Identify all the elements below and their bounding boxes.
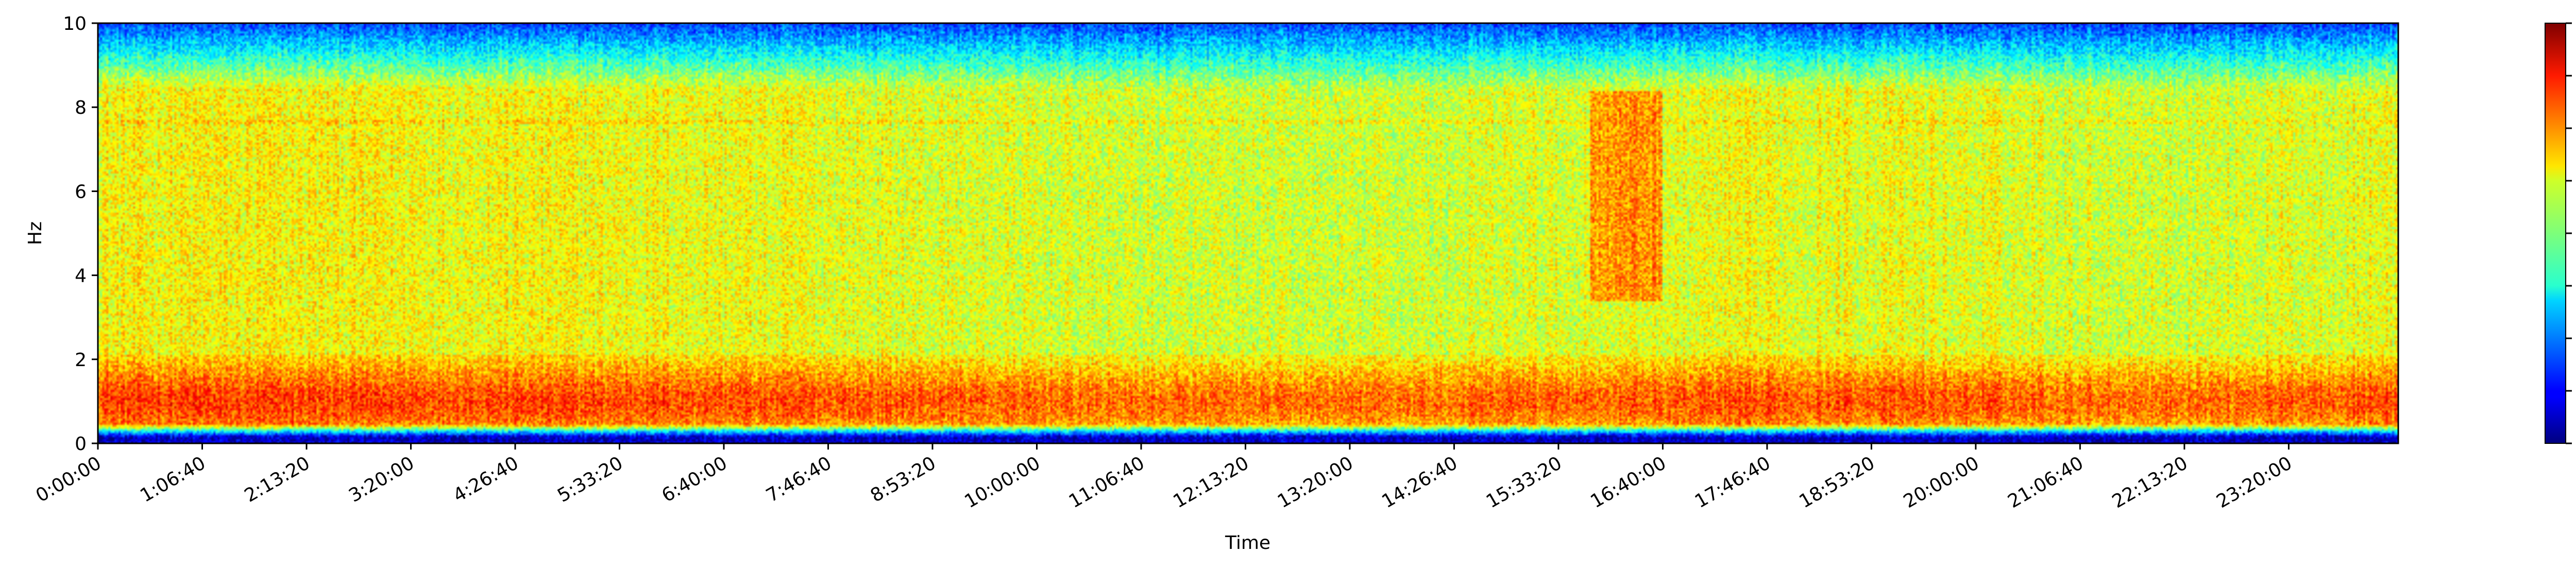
x-tick-label: 4:26:40	[450, 453, 522, 507]
x-axis: 0:00:00 1:06:40 2:13:20 3:20:00 4:26:40 5:33:…	[32, 443, 2296, 512]
x-tick-label: 1:06:40	[137, 453, 209, 507]
x-tick-label: 13:20:00	[1274, 453, 1357, 512]
y-tick-label: 8	[75, 97, 87, 118]
y-tick-label: 4	[75, 266, 87, 287]
x-tick-label: 15:33:20	[1483, 453, 1566, 512]
x-tick-label: 16:40:00	[1587, 453, 1670, 512]
y-tick-label: 6	[75, 181, 87, 202]
x-tick-label: 12:13:20	[1170, 453, 1252, 512]
x-tick-label: 14:26:40	[1378, 453, 1461, 512]
x-tick-label: 8:53:20	[867, 453, 940, 507]
x-tick-label: 2:13:20	[241, 453, 314, 507]
x-tick-label: 0:00:00	[32, 453, 105, 507]
spectrogram-image	[98, 23, 2398, 443]
x-tick-label: 22:13:20	[2109, 453, 2192, 512]
x-tick-label: 11:06:40	[1065, 453, 1148, 512]
y-axis-label: Hz	[25, 221, 46, 245]
x-tick-label: 17:46:40	[1691, 453, 1774, 512]
x-tick-label: 20:00:00	[1900, 453, 1983, 512]
x-tick-label: 3:20:00	[345, 453, 418, 507]
colorbar-gradient	[2545, 23, 2566, 443]
y-tick-label: 0	[75, 434, 87, 455]
x-tick-label: 7:46:40	[762, 453, 835, 507]
x-axis-label: Time	[1225, 532, 1270, 554]
y-tick-label: 10	[63, 13, 87, 35]
x-tick-label: 18:53:20	[1795, 453, 1878, 512]
plot-frame	[97, 22, 2399, 444]
x-tick-label: 6:40:00	[658, 453, 731, 507]
x-tick-label: 5:33:20	[554, 453, 626, 507]
x-tick-label: 23:20:00	[2213, 453, 2296, 512]
y-axis: 0 2 4 6 8 10	[63, 13, 98, 455]
y-tick-label: 2	[75, 350, 87, 371]
colorbar: +0 dB-10 dB-20 dB-30 dB-40 dB-50 dB-60 d…	[2545, 22, 2572, 444]
x-tick-label: 10:00:00	[961, 453, 1044, 512]
spectrogram-plot-area	[97, 22, 2399, 444]
x-tick-label: 21:06:40	[2004, 453, 2087, 512]
